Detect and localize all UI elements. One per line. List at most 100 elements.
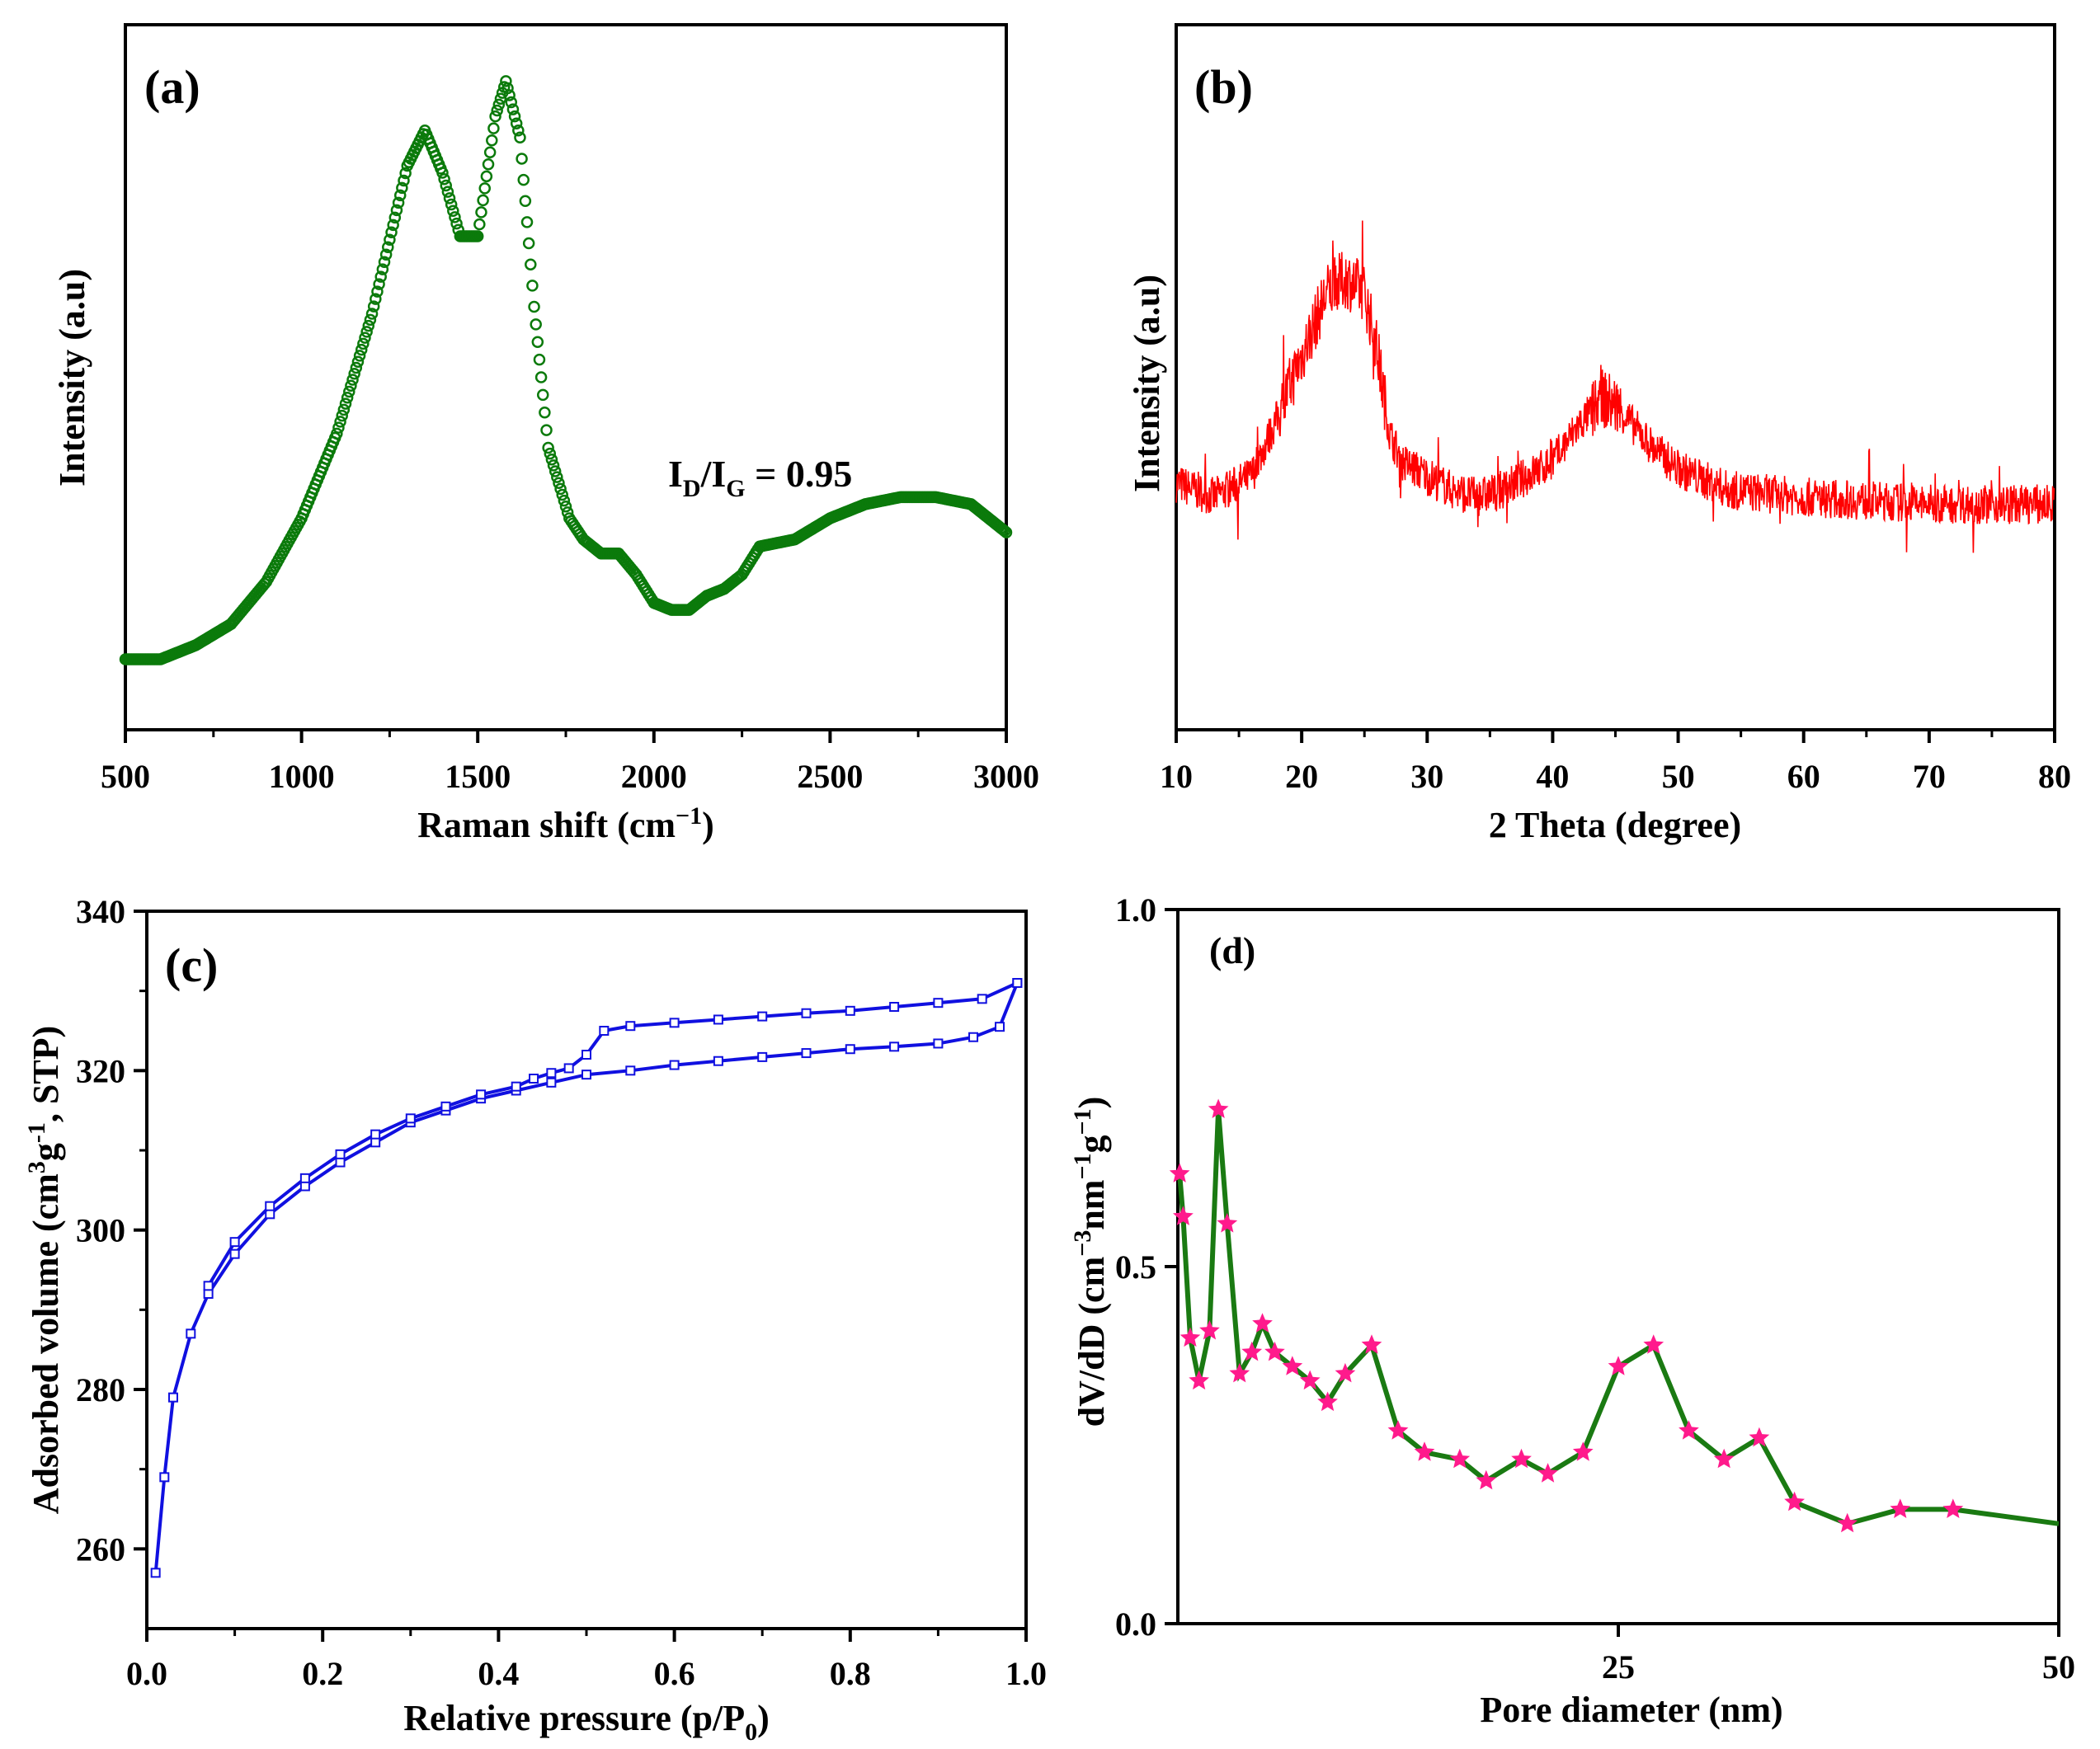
panel-d-y-tick-label: 0.5 (1115, 1248, 1156, 1286)
panel-a-data-marker (353, 350, 366, 362)
panel-a-data-marker (332, 421, 345, 434)
panel-d-star-marker (1208, 1098, 1229, 1118)
panel-b-x-tick-label: 50 (1662, 758, 1695, 795)
panel-a-data-marker (486, 134, 498, 147)
panel-c-adsorption-marker (186, 1328, 196, 1339)
panel-a-data-marker (443, 192, 456, 205)
panel-a-series (119, 75, 1013, 665)
panel-a-data-marker (387, 219, 399, 232)
panel-c-isotherm: 0.0 0.2 0.4 0.6 0.8 1.0 260 280 300 320 340 (c) Re… (23, 893, 1047, 1746)
panel-a-data-marker (506, 103, 520, 115)
panel-a-data-marker (531, 336, 544, 348)
panel-c-desorption-marker (563, 1063, 574, 1074)
panel-c-label: (c) (165, 938, 218, 992)
panel-a-data-marker (348, 367, 360, 380)
panel-a-data-marker (390, 204, 403, 217)
panel-d-star-marker (1749, 1427, 1770, 1447)
panel-c-desorption-marker (511, 1081, 521, 1092)
panel-a-data-marker (336, 409, 348, 422)
panel-c-adsorption-marker (203, 1289, 214, 1299)
panel-c-adsorption-marker (933, 1038, 944, 1049)
panel-c-desorption-marker (546, 1068, 557, 1079)
panel-b-y-label: Intensity (a.u) (1127, 275, 1167, 492)
panel-b-frame (1175, 23, 2056, 731)
panel-c-adsorption-marker (299, 1181, 310, 1192)
panel-a-data-marker (544, 447, 557, 460)
panel-c-adsorption-marker (968, 1032, 979, 1042)
panel-b-x-tick-label: 60 (1787, 758, 1820, 795)
panel-a-data-marker (382, 241, 394, 254)
panel-c-adsorption-marker (845, 1044, 855, 1055)
panel-c-adsorption-marker (801, 1048, 812, 1059)
panel-a-data-marker (379, 248, 393, 261)
panel-b-label: (b) (1194, 60, 1253, 114)
panel-c-x-tick-label: 0.8 (830, 1655, 871, 1692)
panel-a-data-marker (376, 263, 389, 275)
panel-a-data-marker (345, 379, 357, 393)
panel-c-x-tick-label: 0.2 (302, 1655, 343, 1692)
panel-d-star-marker (1890, 1498, 1911, 1518)
panel-c-desorption-marker (933, 998, 944, 1008)
panel-b-x-label: 2 Theta (degree) (1489, 805, 1741, 845)
panel-d-star-marker (1317, 1391, 1338, 1412)
panel-c-adsorption-marker (582, 1070, 591, 1080)
panel-a-data-marker (367, 300, 380, 313)
panel-a-data-marker (551, 471, 563, 483)
panel-a-x-tick-label: 500 (101, 758, 150, 795)
panel-a-data-marker (1000, 526, 1013, 538)
panel-d-star-marker (1179, 1327, 1201, 1347)
panel-a-data-marker (556, 488, 568, 501)
panel-a-data-marker (339, 397, 352, 410)
panel-a-data-marker (438, 172, 450, 186)
panel-a-data-marker (337, 403, 351, 416)
panel-a-data-marker (514, 131, 526, 144)
panel-c-desorption-marker (977, 994, 987, 1004)
panel-a-data-marker (357, 337, 370, 350)
panel-a-data-marker (525, 258, 537, 270)
panel-c-desorption-marker (669, 1018, 680, 1028)
panel-b-x-tick-label: 30 (1410, 758, 1443, 795)
panel-a-data-marker (473, 218, 486, 231)
panel-c-desorption-marker (889, 1002, 900, 1012)
panel-a-data-marker (558, 494, 571, 507)
panel-b-x-tick-label: 70 (1913, 758, 1946, 795)
panel-d-star-marker (1199, 1319, 1220, 1340)
panel-a-data-marker (530, 318, 542, 331)
panel-c-adsorption-marker (995, 1022, 1005, 1032)
panel-d-star-marker (1476, 1469, 1497, 1490)
panel-c-frame (145, 910, 1028, 1630)
panel-c-y-tick-label: 340 (76, 893, 125, 930)
panel-a-data-marker (393, 189, 407, 202)
panel-a-data-marker (334, 416, 346, 428)
panel-a-data-marker (396, 181, 408, 195)
panel-a-data-marker (362, 319, 375, 332)
panel-d-star-marker (1942, 1498, 1964, 1518)
panel-c-desorption-marker (476, 1089, 487, 1100)
panel-d-star-marker (1679, 1420, 1699, 1440)
panel-a-data-marker (540, 424, 553, 436)
panel-a-y-label: Intensity (a.u) (52, 269, 92, 487)
panel-c-x-label: Relative pressure (p/P0) (403, 1698, 770, 1746)
panel-a-data-marker (436, 167, 449, 179)
panel-a-label: (a) (144, 60, 200, 114)
panel-a-data-marker (483, 146, 497, 159)
panel-c-desorption-marker (757, 1011, 768, 1022)
panel-a-data-marker (441, 186, 454, 198)
panel-a-data-marker (343, 385, 355, 398)
panel-a-data-marker (522, 237, 535, 250)
panel-c-y-tick-label: 280 (76, 1371, 125, 1408)
panel-d-star-marker (1713, 1448, 1735, 1469)
panel-a-data-marker (346, 374, 359, 386)
panel-a-x-label: Raman shift (cm−1) (417, 802, 714, 845)
panel-d-star-marker (1837, 1512, 1858, 1533)
panel-a-annotation: ID/IG = 0.95 (668, 453, 852, 502)
panel-a-data-marker (388, 211, 402, 224)
panel-a-data-marker (351, 355, 365, 368)
panel-d-star-marker (1335, 1362, 1356, 1383)
panel-c-desorption-marker (845, 1005, 855, 1016)
panel-c-desorption-marker (265, 1201, 275, 1211)
panel-a-data-marker (445, 198, 458, 211)
panel-a-data-marker (503, 89, 516, 101)
panel-d-y-label: dV/dD (cm−3nm−1g−1) (1069, 1097, 1112, 1427)
